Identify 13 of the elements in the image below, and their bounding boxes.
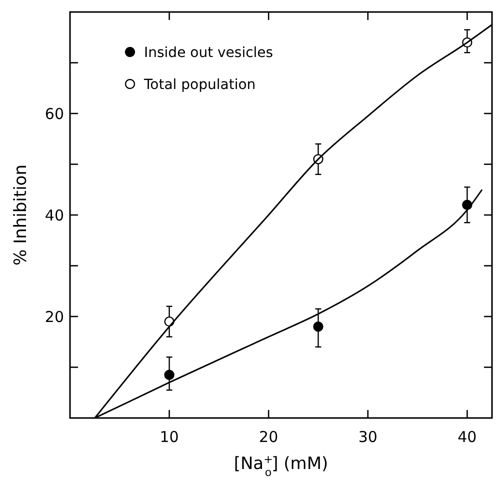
x-tick-label: 30 bbox=[358, 428, 378, 446]
y-axis-title: % Inhibition bbox=[11, 164, 31, 266]
legend-label: Total population bbox=[143, 76, 256, 93]
y-tick-label: 40 bbox=[44, 206, 64, 224]
point bbox=[313, 322, 324, 332]
y-tick-label: 60 bbox=[44, 104, 64, 123]
x-tick-label: 10 bbox=[160, 428, 179, 446]
legend-label: Inside out vesicles bbox=[144, 44, 274, 61]
point bbox=[164, 370, 174, 380]
y-tick-label: 20 bbox=[44, 308, 64, 326]
x-tick-label: 20 bbox=[259, 428, 278, 446]
x-axis-title: [Na$^{+}$$_{o}$] (mM) bbox=[234, 452, 328, 478]
x-tick-label: 40 bbox=[458, 428, 477, 446]
